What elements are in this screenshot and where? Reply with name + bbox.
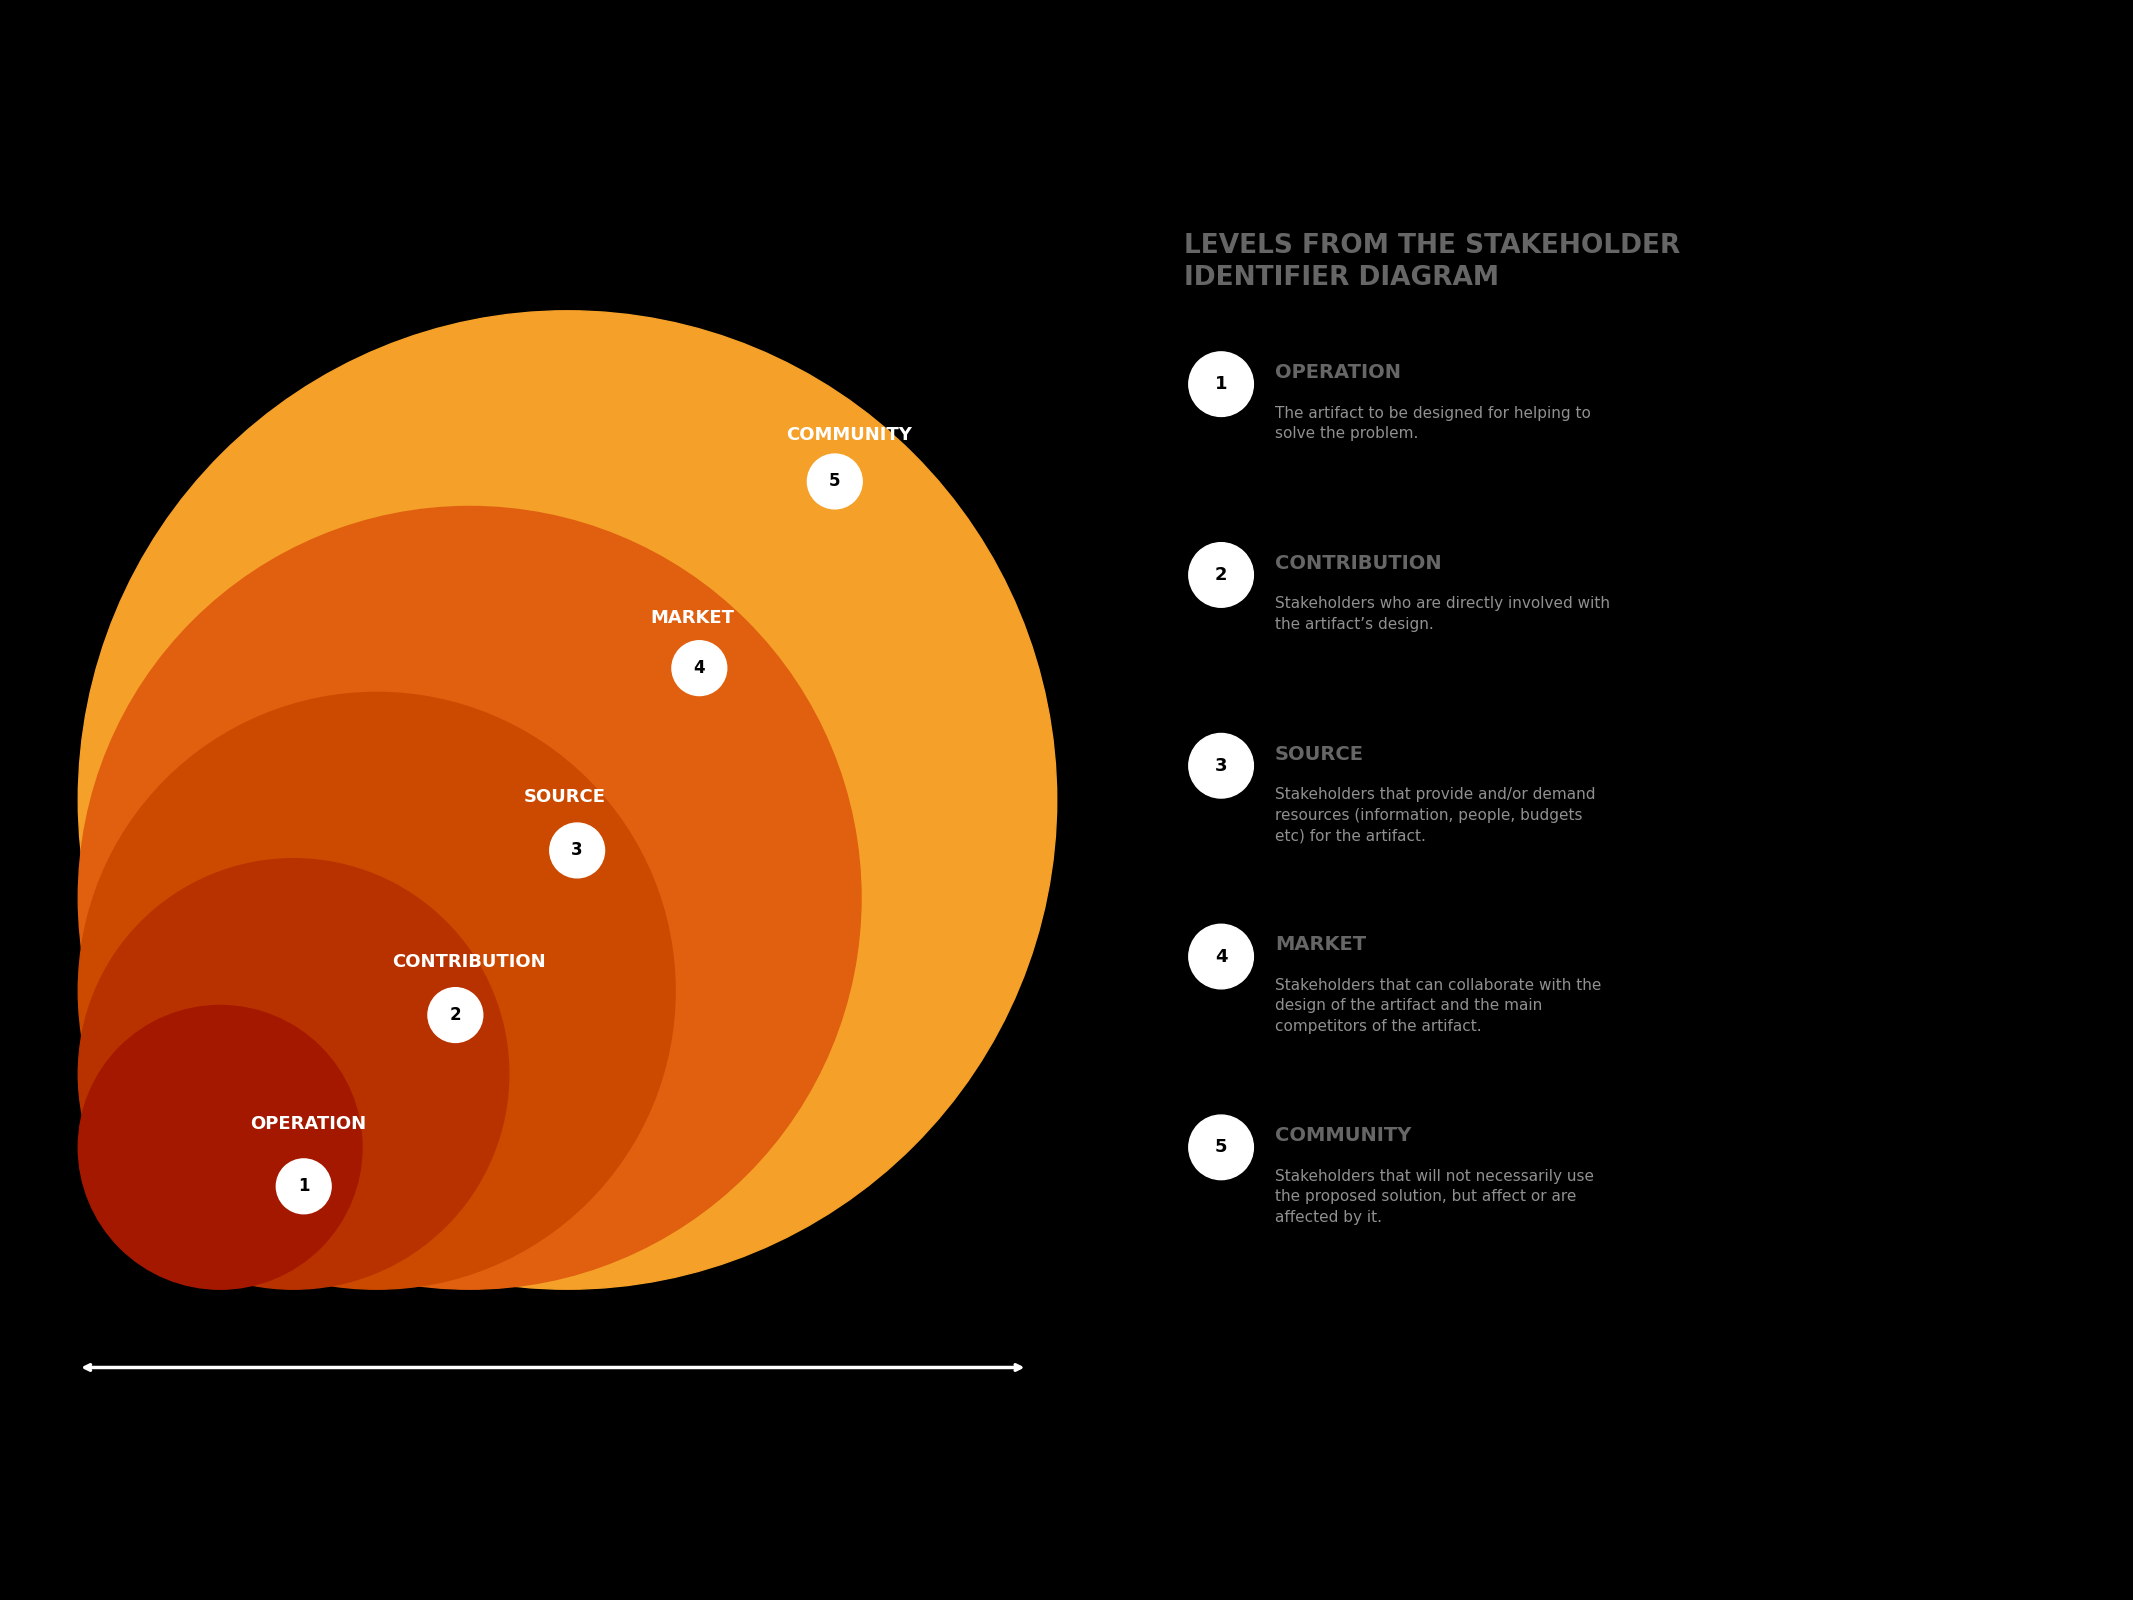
Circle shape: [1188, 733, 1254, 798]
Circle shape: [79, 859, 510, 1290]
Text: SOURCE: SOURCE: [523, 789, 606, 806]
Text: CONTRIBUTION: CONTRIBUTION: [392, 954, 546, 971]
Circle shape: [79, 1005, 363, 1290]
Text: 5: 5: [830, 472, 840, 491]
Text: 2: 2: [1216, 566, 1226, 584]
Text: 4: 4: [693, 659, 706, 677]
Text: Stakeholders that can collaborate with the
design of the artifact and the main
c: Stakeholders that can collaborate with t…: [1276, 978, 1602, 1034]
Text: OPERATION: OPERATION: [1276, 363, 1401, 382]
Circle shape: [79, 693, 676, 1290]
Circle shape: [277, 1158, 331, 1214]
Text: MARKET: MARKET: [1276, 936, 1365, 954]
Text: 5: 5: [1216, 1138, 1226, 1157]
Text: 2: 2: [450, 1006, 461, 1024]
Text: COMMUNITY: COMMUNITY: [785, 426, 911, 445]
Circle shape: [1188, 925, 1254, 989]
Circle shape: [1188, 542, 1254, 608]
Text: 1: 1: [299, 1178, 309, 1195]
Text: LEVELS FROM THE STAKEHOLDER
IDENTIFIER DIAGRAM: LEVELS FROM THE STAKEHOLDER IDENTIFIER D…: [1184, 232, 1681, 291]
Text: 3: 3: [1216, 757, 1226, 774]
Text: 1: 1: [1216, 374, 1226, 394]
Text: COMMUNITY: COMMUNITY: [1276, 1126, 1412, 1146]
Circle shape: [808, 454, 862, 509]
Text: CONTRIBUTION: CONTRIBUTION: [1276, 554, 1442, 573]
Text: 3: 3: [572, 842, 582, 859]
Text: The artifact to be designed for helping to
solve the problem.: The artifact to be designed for helping …: [1276, 406, 1591, 442]
Text: Stakeholders who are directly involved with
the artifact’s design.: Stakeholders who are directly involved w…: [1276, 597, 1610, 632]
Text: 4: 4: [1216, 947, 1226, 965]
Circle shape: [1188, 352, 1254, 416]
Circle shape: [79, 507, 862, 1290]
Circle shape: [79, 310, 1056, 1290]
Text: MARKET: MARKET: [651, 610, 734, 627]
Circle shape: [672, 640, 727, 696]
Text: SOURCE: SOURCE: [1276, 744, 1363, 763]
Text: Stakeholders that will not necessarily use
the proposed solution, but affect or : Stakeholders that will not necessarily u…: [1276, 1170, 1593, 1224]
Text: Stakeholders that provide and/or demand
resources (information, people, budgets
: Stakeholders that provide and/or demand …: [1276, 787, 1595, 843]
Text: OPERATION: OPERATION: [250, 1115, 367, 1133]
Circle shape: [429, 987, 482, 1043]
Circle shape: [550, 822, 604, 878]
Circle shape: [1188, 1115, 1254, 1179]
